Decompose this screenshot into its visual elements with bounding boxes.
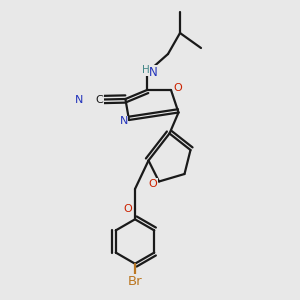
Text: C: C [95, 94, 103, 105]
Text: O: O [148, 179, 158, 189]
Text: N: N [74, 95, 83, 105]
Text: N: N [149, 66, 158, 79]
Text: O: O [173, 82, 182, 93]
Text: Br: Br [128, 275, 142, 288]
Text: H: H [142, 65, 149, 75]
Text: O: O [123, 203, 132, 214]
Text: N: N [119, 116, 128, 127]
